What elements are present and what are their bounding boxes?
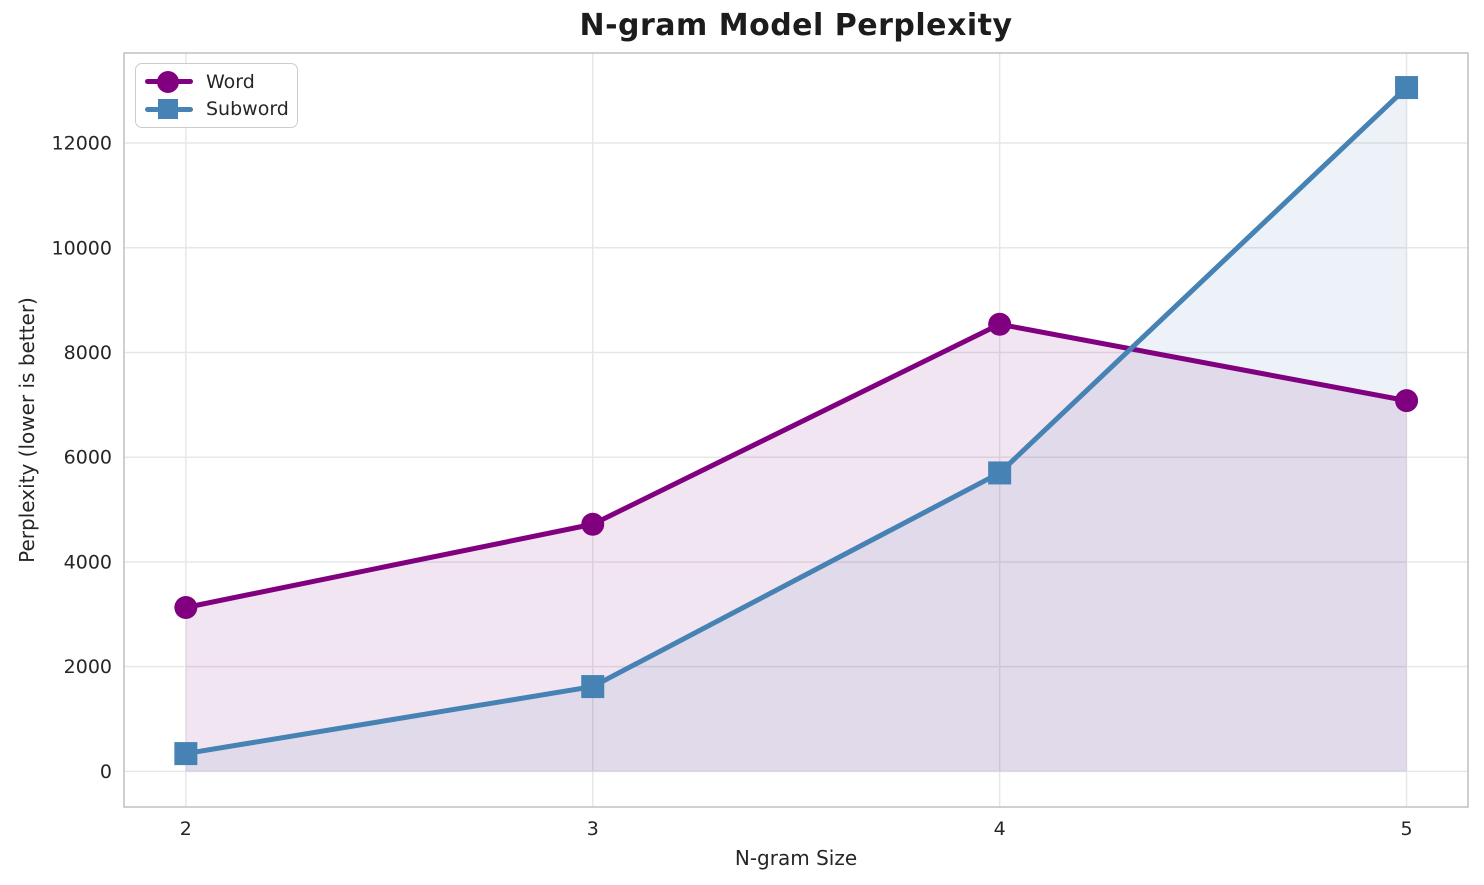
legend-item-subword: Subword xyxy=(145,96,297,123)
x-tick-label: 5 xyxy=(1401,818,1413,840)
y-axis-label: Perplexity (lower is better) xyxy=(15,297,39,563)
x-tick-label: 2 xyxy=(180,818,192,840)
marker-subword xyxy=(1395,76,1419,100)
y-tick-label: 8000 xyxy=(64,342,112,364)
x-tick-label: 3 xyxy=(587,818,599,840)
marker-word xyxy=(174,596,198,620)
marker-subword xyxy=(988,461,1012,485)
area-fill-word xyxy=(185,324,1407,772)
word-marker-swatch xyxy=(145,69,193,95)
word-circle-icon xyxy=(157,70,179,93)
marker-word xyxy=(1395,389,1419,413)
area-fill-subword xyxy=(185,87,1407,772)
legend-item-word: Word xyxy=(145,68,297,95)
y-tick-label: 6000 xyxy=(64,447,112,469)
y-tick-label: 2000 xyxy=(64,656,112,678)
y-tick-label: 4000 xyxy=(64,551,112,573)
legend-label-subword: Subword xyxy=(206,98,289,121)
marker-subword xyxy=(174,742,198,766)
marker-subword xyxy=(581,675,605,699)
marker-word xyxy=(581,512,605,536)
x-tick-label: 4 xyxy=(994,818,1006,840)
marker-word xyxy=(988,312,1012,336)
subword-marker-swatch xyxy=(145,96,193,122)
chart-title: N-gram Model Perplexity xyxy=(579,8,1013,43)
x-axis-label: N-gram Size xyxy=(734,846,858,870)
plot-frame xyxy=(123,52,1469,808)
y-tick-label: 12000 xyxy=(52,133,112,155)
series-line-word xyxy=(183,321,1410,611)
subword-square-icon xyxy=(158,99,178,120)
y-tick-label: 0 xyxy=(100,761,112,783)
series-line-subword xyxy=(183,85,1410,757)
legend-label-word: Word xyxy=(206,70,255,93)
y-tick-label: 10000 xyxy=(52,237,112,259)
legend: Word Subword xyxy=(135,63,298,128)
